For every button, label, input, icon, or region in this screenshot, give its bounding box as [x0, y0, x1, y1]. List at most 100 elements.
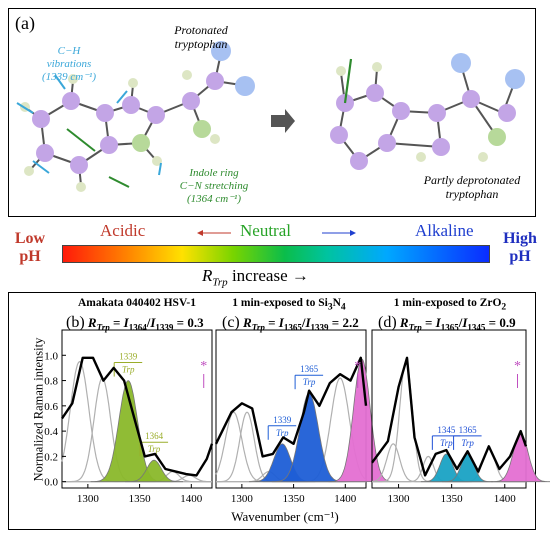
- oxygen-atom: [505, 69, 525, 89]
- ch-label-line3: (1339 cm⁻¹): [41, 71, 96, 83]
- protonated-label: Protonated tryptophan: [161, 23, 241, 51]
- panel-b-den-sub: 1339: [155, 322, 174, 333]
- x-tick-label: 1300: [231, 493, 254, 505]
- panel-c-title-mid: N: [332, 297, 341, 309]
- y-tick-label: 0.2: [44, 451, 58, 463]
- panel-c-ratio-value: 2.2: [342, 315, 359, 330]
- panel-a-label: (a): [15, 13, 35, 33]
- panel-c-title-prefix: 1 min-exposed to Si: [232, 297, 328, 309]
- panel-b-label: (b): [66, 314, 85, 331]
- indole-label-line2: C−N stretching: [179, 180, 249, 192]
- nitrogen-atom: [488, 128, 506, 146]
- panel-c-r: R: [243, 315, 252, 330]
- hydrogen-atom: [24, 166, 34, 176]
- carbon-atom: [62, 92, 80, 110]
- y-tick-label: 1.0: [44, 350, 58, 362]
- indole-label: Indole ring C−N stretching (1364 cm⁻¹): [169, 167, 259, 206]
- carbon-atom: [206, 72, 224, 90]
- carbon-atom: [70, 156, 88, 174]
- asterisk-marker: *: [200, 359, 207, 374]
- panel-c-den-sub: 1339: [310, 322, 329, 333]
- protonated-label-line2: tryptophan: [174, 37, 228, 51]
- asterisk-marker: *: [514, 359, 521, 374]
- hydrogen-atom: [128, 78, 138, 88]
- panel-c-label: (c): [222, 314, 240, 331]
- carbon-atom: [100, 136, 118, 154]
- panel-b-r: R: [87, 315, 97, 330]
- carbon-atom: [350, 152, 368, 170]
- spectrum-line: [214, 356, 368, 458]
- panel-c-num-sub: 1365: [283, 322, 302, 333]
- spectra-plots: 1339 Trp 1364 Trp * 1300 1350 1400 0.0 0.2 0.4 0.6 0…: [44, 329, 550, 505]
- oxygen-atom: [211, 41, 231, 61]
- panel-b-header: (b) RTrp = I1364/I1339 = 0.3: [66, 314, 204, 333]
- deprot-label-line1: Partly deprotonated: [423, 173, 521, 187]
- panel-c-title-sub1: 3: [327, 301, 333, 313]
- hydrogen-atom: [336, 66, 346, 76]
- panel-c-title: 1 min-exposed to Si3N4: [214, 297, 364, 312]
- hydrogen-atom: [478, 152, 488, 162]
- panel-b-ratio-value: 0.3: [187, 315, 204, 330]
- transition-arrow-icon: [271, 109, 295, 133]
- low-ph-line2: pH: [19, 248, 41, 265]
- hydrogen-atom: [68, 74, 78, 84]
- r-trp-increase-label: RTrp increase →: [202, 266, 309, 288]
- panel-d-title-prefix: 1 min-exposed to ZrO: [393, 297, 502, 309]
- high-ph-label: High pH: [494, 230, 546, 266]
- band-label-wavenumber: 1364: [145, 431, 164, 441]
- ch-label-line1: C−H: [57, 45, 81, 57]
- band-label-trp: Trp: [303, 377, 316, 387]
- y-tick-label: 0.8: [44, 376, 58, 388]
- plot-frame: [371, 329, 527, 489]
- panel-c-title-sub2: 4: [340, 301, 346, 313]
- carbon-atom: [182, 92, 200, 110]
- alkaline-label: Alkaline: [415, 221, 474, 240]
- carbon-atom: [122, 96, 140, 114]
- deprot-label-line2: tryptophan: [445, 187, 499, 201]
- protonated-atoms: [20, 41, 255, 192]
- x-axis-title: Wavenumber (cm⁻¹): [231, 509, 339, 524]
- high-ph-line1: High: [503, 230, 537, 247]
- asterisk-marker: *: [354, 359, 361, 374]
- molecule-diagram: [16, 41, 525, 192]
- hydrogen-atom: [416, 152, 426, 162]
- band-label-trp: Trp: [461, 438, 474, 448]
- y-tick-label: 0.6: [44, 401, 58, 413]
- carbon-atom: [462, 90, 480, 108]
- band-label-trp: Trp: [122, 365, 135, 375]
- x-tick-label: 1350: [129, 493, 152, 505]
- carbon-atom: [330, 126, 348, 144]
- indole-label-line3: (1364 cm⁻¹): [186, 193, 241, 205]
- x-tick-label: 1350: [283, 493, 306, 505]
- panel-d-r: R: [399, 315, 409, 330]
- panel-c-header: (c) RTrp = I1365/I1339 = 2.2: [222, 314, 359, 333]
- ch-vibration-label: C−H vibrations (1339 cm⁻¹): [29, 45, 109, 84]
- band-label-wavenumber: 1365: [459, 425, 478, 435]
- carbon-atom: [36, 144, 54, 162]
- band-label-wavenumber: 1339: [119, 352, 138, 362]
- panel-c-r-sub: Trp: [251, 322, 265, 333]
- panel-b-num-sub: 1364: [128, 322, 147, 333]
- low-ph-label: Low pH: [4, 230, 56, 266]
- carbon-atom: [378, 134, 396, 152]
- spectrum-line: [61, 356, 214, 477]
- panel-d-title-sub1: 2: [501, 301, 507, 313]
- x-tick-label: 1300: [77, 493, 100, 505]
- x-tick-label: 1400: [180, 493, 203, 505]
- panel-d-den-sub: 1345: [467, 322, 486, 333]
- deprotonated-label: Partly deprotonated tryptophan: [417, 173, 527, 201]
- panel-d-label: (d): [378, 314, 397, 331]
- cn-vibration-arrow: [343, 58, 353, 104]
- highlighted-band: [125, 459, 183, 483]
- low-ph-line1: Low: [14, 230, 46, 247]
- carbon-atom: [392, 102, 410, 120]
- hydrogen-atom: [210, 134, 220, 144]
- r-symbol: R: [202, 266, 213, 285]
- panel-b-r-sub: Trp: [96, 322, 110, 333]
- neutral-label: Neutral: [240, 221, 291, 240]
- spectrum-line: [371, 356, 528, 477]
- panel-d-i1: I: [435, 315, 441, 330]
- r-subscript: Trp: [212, 276, 228, 289]
- band-label-wavenumber: 1339: [273, 415, 292, 425]
- y-tick-label: 0.0: [44, 477, 58, 489]
